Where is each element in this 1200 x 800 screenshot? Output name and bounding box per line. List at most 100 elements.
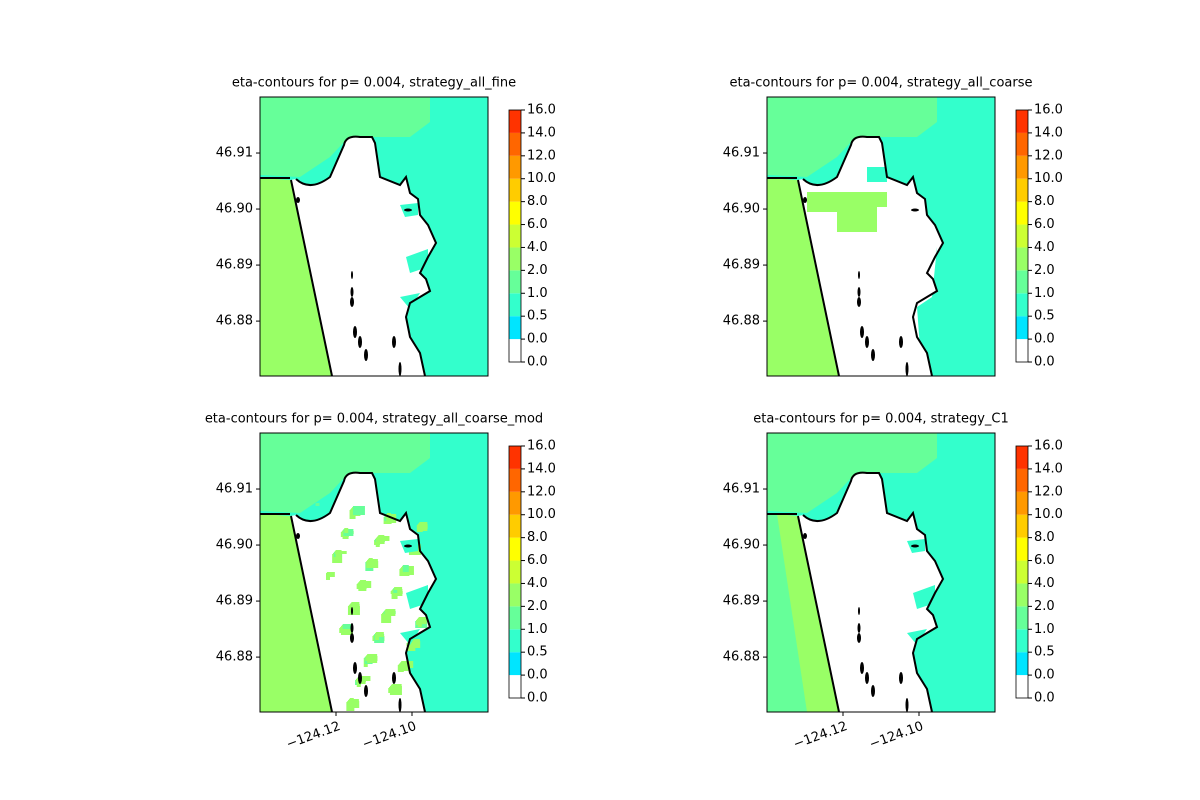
- beach-region: [260, 178, 332, 376]
- island: [392, 672, 396, 684]
- colorbar-tick-label: 12.0: [1034, 148, 1063, 163]
- island: [905, 698, 909, 712]
- speckle-region: [368, 558, 373, 567]
- colorbar-band: [509, 446, 521, 469]
- y-tick-label: 46.88: [216, 650, 253, 665]
- colorbar-band: [1016, 606, 1028, 630]
- colorbar-tick-label: 8.0: [1034, 194, 1055, 209]
- island: [351, 271, 353, 279]
- colorbar-tick-label: 10.0: [527, 171, 556, 186]
- colorbar-band: [1016, 675, 1028, 698]
- speckle-region: [360, 580, 367, 585]
- y-tick-label: 46.88: [723, 650, 760, 665]
- coarse-region: [867, 167, 887, 182]
- colorbar-band: [1016, 201, 1028, 225]
- y-tick-label: 46.88: [216, 314, 253, 329]
- colorbar-band: [1016, 629, 1028, 653]
- colorbar-tick-label: 16.0: [1034, 439, 1063, 454]
- speckle-region: [374, 634, 385, 643]
- colorbar-band: [1016, 132, 1028, 156]
- island: [860, 662, 864, 674]
- colorbar-band: [509, 316, 521, 340]
- colorbar-tick-label: 2.0: [527, 263, 548, 278]
- x-tick-label: −124.10: [360, 719, 418, 752]
- y-tick-label: 46.90: [216, 202, 253, 217]
- island: [296, 197, 300, 203]
- speckle-region: [351, 602, 360, 611]
- colorbar-band: [509, 583, 521, 607]
- colorbar-tick-label: 0.5: [527, 309, 548, 324]
- island: [857, 633, 861, 643]
- coastline: [767, 177, 840, 377]
- colorbar-band: [509, 629, 521, 653]
- speckle-region: [393, 588, 398, 593]
- colorbar-tick-label: 1.0: [527, 286, 548, 301]
- speckle-region: [419, 522, 428, 531]
- y-tick-label: 46.90: [723, 202, 760, 217]
- chart-title: eta-contours for p= 0.004, strategy_all_…: [730, 76, 1033, 91]
- colorbar-tick-label: 0.0: [1034, 355, 1055, 370]
- island: [350, 623, 354, 633]
- colorbar-tick-label: 14.0: [1034, 125, 1063, 140]
- map-panel: [766, 432, 996, 713]
- coarse-region: [807, 192, 887, 212]
- colorbar-tick-label: 0.0: [1034, 332, 1055, 347]
- speckle-region: [377, 536, 390, 541]
- y-tick-label: 46.89: [723, 594, 760, 609]
- colorbar-tick-label: 0.0: [527, 332, 548, 347]
- colorbar-band: [1016, 339, 1028, 362]
- colorbar-band: [509, 270, 521, 294]
- coastline: [260, 513, 333, 713]
- island: [351, 607, 353, 615]
- speckle-region: [358, 676, 371, 681]
- speckle-region: [352, 506, 365, 515]
- map-panel: [259, 432, 489, 713]
- colorbar-band: [1016, 446, 1028, 469]
- y-tick-label: 46.91: [723, 482, 760, 497]
- island: [392, 336, 396, 348]
- speckle-region: [315, 503, 320, 506]
- colorbar-tick-label: 0.0: [527, 691, 548, 706]
- colorbar-tick-label: 10.0: [1034, 171, 1063, 186]
- beach-region: [767, 178, 839, 376]
- speckle-region: [409, 639, 420, 642]
- coarse-bay: [807, 207, 937, 376]
- speckle-region: [418, 617, 427, 624]
- coarse-region: [907, 152, 919, 164]
- north-region: [767, 433, 937, 513]
- north-region: [260, 97, 430, 177]
- chart-title: eta-contours for p= 0.004, strategy_all_…: [232, 76, 516, 91]
- speckle-region: [349, 698, 354, 707]
- y-tick-label: 46.91: [216, 146, 253, 161]
- colorbar-band: [509, 606, 521, 630]
- fringe-region: [400, 203, 428, 309]
- colorbar-band: [1016, 583, 1028, 607]
- colorbar-tick-label: 6.0: [1034, 553, 1055, 568]
- colorbar-tick-label: 4.0: [1034, 576, 1055, 591]
- island: [353, 326, 357, 338]
- chart-title: eta-contours for p= 0.004, strategy_C1: [753, 412, 1008, 427]
- island: [911, 544, 919, 548]
- colorbar-band: [509, 560, 521, 584]
- colorbar-tick-label: 8.0: [527, 530, 548, 545]
- colorbar-band: [1016, 468, 1028, 492]
- island: [803, 533, 807, 539]
- speckle-region: [335, 550, 342, 559]
- colorbar-tick-label: 12.0: [1034, 484, 1063, 499]
- north-region: [767, 97, 937, 177]
- island: [857, 287, 861, 297]
- colorbar-tick-label: 0.0: [1034, 691, 1055, 706]
- colorbar-band: [509, 491, 521, 515]
- coastline: [295, 471, 438, 713]
- island: [364, 685, 368, 697]
- colorbar-band: [509, 293, 521, 317]
- colorbar-tick-label: 4.0: [1034, 240, 1055, 255]
- island: [353, 662, 357, 674]
- speckle-region: [402, 565, 409, 572]
- colorbar-band: [509, 132, 521, 156]
- speckle-region: [367, 654, 378, 663]
- y-tick-label: 46.91: [216, 482, 253, 497]
- island: [857, 623, 861, 633]
- colorbar-tick-label: 14.0: [527, 461, 556, 476]
